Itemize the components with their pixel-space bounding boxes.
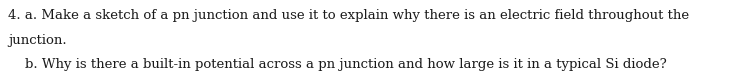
Text: junction.: junction. (8, 33, 66, 47)
Text: 4. a. Make a sketch of a pn junction and use it to explain why there is an elect: 4. a. Make a sketch of a pn junction and… (8, 9, 689, 22)
Text: b. Why is there a built-in potential across a pn junction and how large is it in: b. Why is there a built-in potential acr… (8, 58, 667, 71)
